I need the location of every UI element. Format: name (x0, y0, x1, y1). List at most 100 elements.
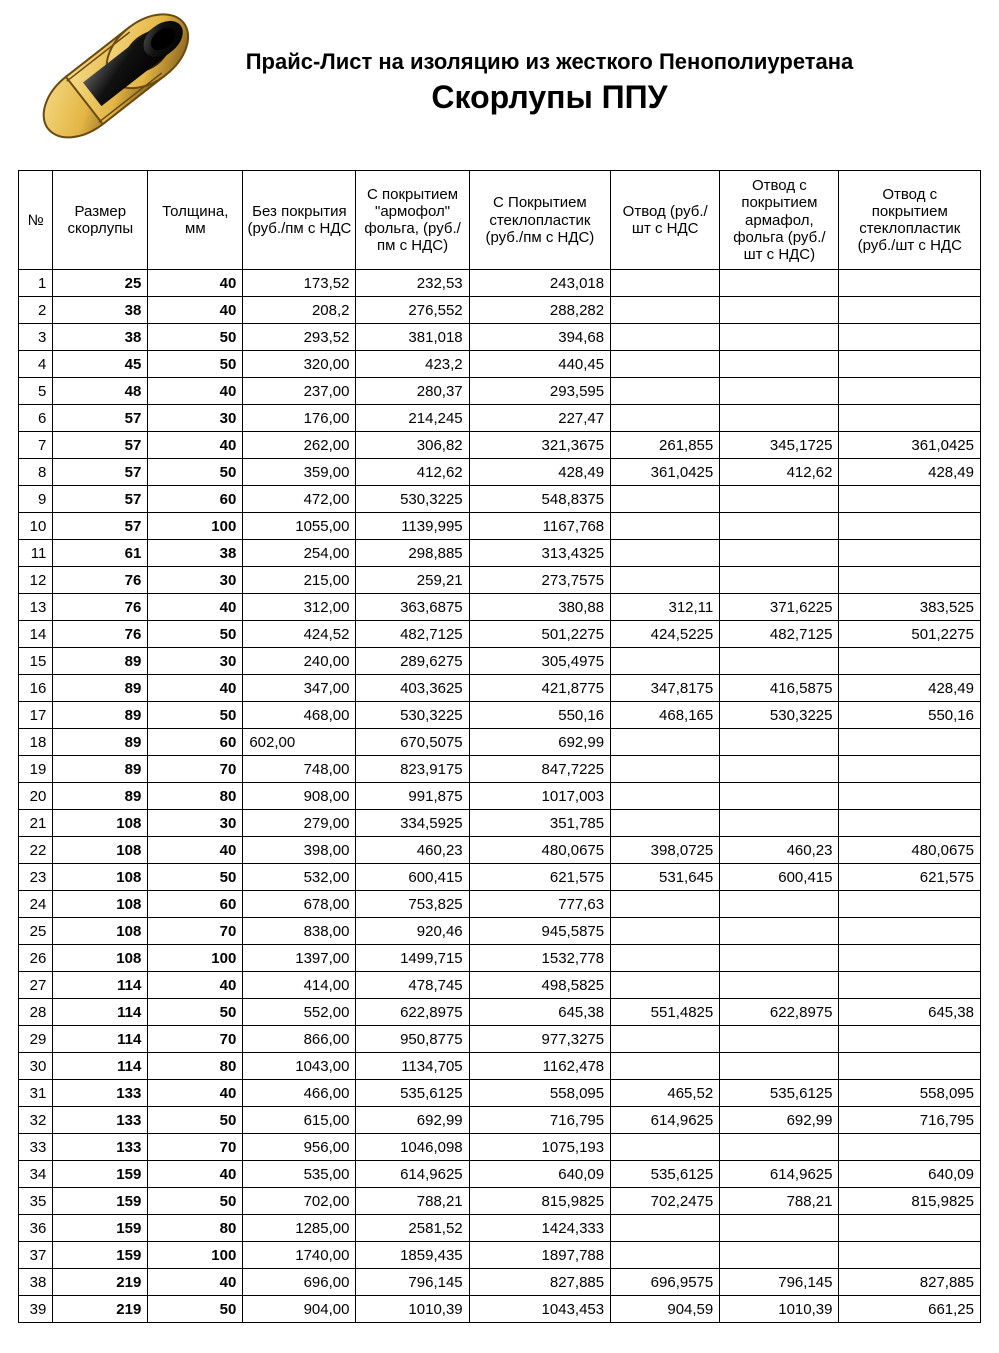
table-cell (839, 1242, 981, 1269)
table-row: 36159801285,002581,521424,333 (19, 1215, 981, 1242)
table-cell: 17 (19, 702, 53, 729)
table-cell: 614,9625 (611, 1107, 720, 1134)
table-row: 2811450552,00622,8975645,38551,4825622,8… (19, 999, 981, 1026)
table-cell: 645,38 (469, 999, 610, 1026)
table-cell (839, 351, 981, 378)
table-cell (720, 648, 839, 675)
table-cell: 237,00 (243, 378, 356, 405)
table-cell: 1046,098 (356, 1134, 469, 1161)
table-cell (720, 513, 839, 540)
table-cell (720, 297, 839, 324)
table-cell: 550,16 (469, 702, 610, 729)
table-cell: 30 (148, 810, 243, 837)
table-cell: 31 (19, 1080, 53, 1107)
table-cell: 76 (53, 567, 148, 594)
table-row: 23840208,2276,552288,282 (19, 297, 981, 324)
table-cell: 548,8375 (469, 486, 610, 513)
table-cell (839, 648, 981, 675)
table-cell: 920,46 (356, 918, 469, 945)
table-cell: 38 (19, 1269, 53, 1296)
table-cell: 424,52 (243, 621, 356, 648)
table-cell: 28 (19, 999, 53, 1026)
table-cell: 465,52 (611, 1080, 720, 1107)
table-cell (611, 351, 720, 378)
table-cell: 468,165 (611, 702, 720, 729)
table-cell: 15 (19, 648, 53, 675)
table-cell: 100 (148, 945, 243, 972)
table-cell (720, 918, 839, 945)
table-cell: 25 (53, 270, 148, 297)
table-row: 208980908,00991,8751017,003 (19, 783, 981, 810)
table-cell: 380,88 (469, 594, 610, 621)
table-cell: 13 (19, 594, 53, 621)
table-cell: 347,8175 (611, 675, 720, 702)
table-cell: 550,16 (839, 702, 981, 729)
table-cell (611, 1215, 720, 1242)
table-cell (611, 729, 720, 756)
table-cell: 280,37 (356, 378, 469, 405)
table-cell (839, 918, 981, 945)
table-cell: 531,645 (611, 864, 720, 891)
table-cell: 5 (19, 378, 53, 405)
table-cell: 243,018 (469, 270, 610, 297)
table-cell: 535,00 (243, 1161, 356, 1188)
table-cell: 108 (53, 918, 148, 945)
table-cell: 977,3275 (469, 1026, 610, 1053)
table-cell: 29 (19, 1026, 53, 1053)
table-cell: 89 (53, 756, 148, 783)
price-table: №Размер скорлупыТолщина, ммБез покрытия … (18, 170, 981, 1323)
table-cell: 40 (148, 972, 243, 999)
table-cell: 100 (148, 513, 243, 540)
table-cell: 176,00 (243, 405, 356, 432)
table-row: 3821940696,00796,145827,885696,9575796,1… (19, 1269, 981, 1296)
table-row: 10571001055,001139,9951167,768 (19, 513, 981, 540)
table-row: 3415940535,00614,9625640,09535,6125614,9… (19, 1161, 981, 1188)
table-cell: 1075,193 (469, 1134, 610, 1161)
table-cell (611, 945, 720, 972)
table-cell: 36 (19, 1215, 53, 1242)
table-cell: 1424,333 (469, 1215, 610, 1242)
table-row: 188960602,00670,5075692,99 (19, 729, 981, 756)
table-cell (839, 1053, 981, 1080)
table-cell: 945,5875 (469, 918, 610, 945)
table-cell: 661,25 (839, 1296, 981, 1323)
table-cell: 428,49 (839, 459, 981, 486)
table-cell: 460,23 (356, 837, 469, 864)
table-cell: 478,745 (356, 972, 469, 999)
table-cell: 114 (53, 1026, 148, 1053)
table-cell: 38 (148, 540, 243, 567)
table-cell: 262,00 (243, 432, 356, 459)
table-cell: 40 (148, 1269, 243, 1296)
table-cell: 414,00 (243, 972, 356, 999)
table-cell: 114 (53, 999, 148, 1026)
table-cell: 480,0675 (839, 837, 981, 864)
table-cell: 21 (19, 810, 53, 837)
table-cell: 288,282 (469, 297, 610, 324)
table-cell (839, 270, 981, 297)
table-cell (611, 567, 720, 594)
table-cell: 1285,00 (243, 1215, 356, 1242)
table-cell: 347,00 (243, 675, 356, 702)
column-header: Размер скорлупы (53, 171, 148, 270)
table-cell: 40 (148, 675, 243, 702)
table-cell: 1017,003 (469, 783, 610, 810)
table-cell: 89 (53, 648, 148, 675)
table-cell: 777,63 (469, 891, 610, 918)
table-cell: 796,145 (356, 1269, 469, 1296)
table-cell (611, 756, 720, 783)
table-cell: 108 (53, 945, 148, 972)
table-cell: 40 (148, 378, 243, 405)
table-row: 75740262,00306,82321,3675261,855345,1725… (19, 432, 981, 459)
table-cell: 535,6125 (356, 1080, 469, 1107)
table-cell: 950,8775 (356, 1026, 469, 1053)
table-cell: 1010,39 (356, 1296, 469, 1323)
table-cell: 1055,00 (243, 513, 356, 540)
table-row: 168940347,00403,3625421,8775347,8175416,… (19, 675, 981, 702)
table-cell: 24 (19, 891, 53, 918)
table-cell: 261,855 (611, 432, 720, 459)
table-cell: 133 (53, 1107, 148, 1134)
table-cell: 788,21 (720, 1188, 839, 1215)
table-row: 178950468,00530,3225550,16468,165530,322… (19, 702, 981, 729)
table-cell: 466,00 (243, 1080, 356, 1107)
table-body: 12540173,52232,53243,01823840208,2276,55… (19, 270, 981, 1323)
